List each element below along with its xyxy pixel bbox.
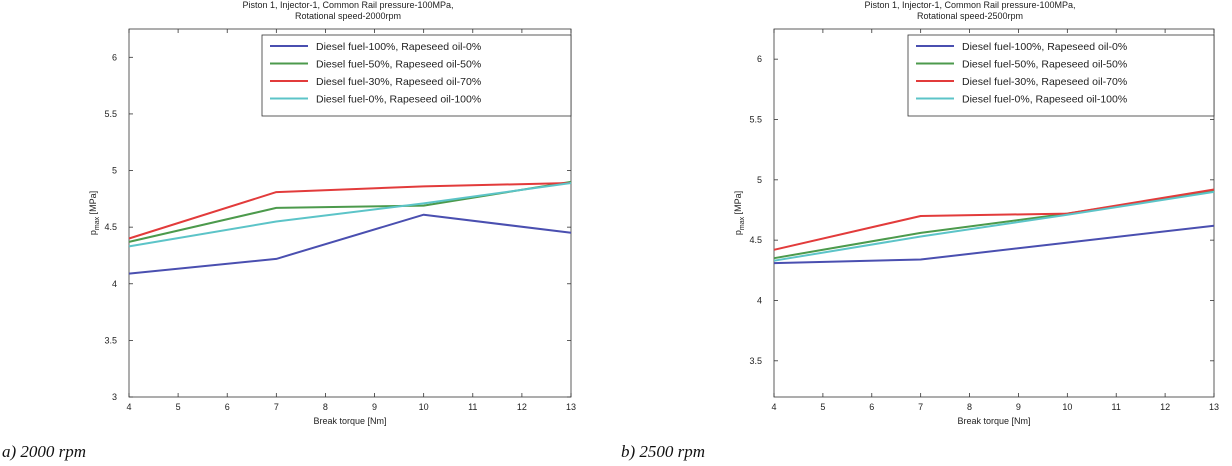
chart1-legend-label: Diesel fuel-100%, Rapeseed oil-0%	[316, 41, 481, 53]
chart1-y-tick-label: 5	[112, 166, 117, 176]
chart1-y-tick-label: 5.5	[104, 109, 117, 119]
chart2-legend-label: Diesel fuel-30%, Rapeseed oil-70%	[962, 76, 1127, 88]
chart2-series-line-4	[773, 190, 1215, 262]
chart2-series-line-3	[773, 188, 1215, 251]
chart1-plot-frame	[128, 28, 572, 398]
chart-2000rpm: Piston 1, Injector-1, Common Rail pressu…	[88, 0, 576, 426]
chart1-legend: Diesel fuel-100%, Rapeseed oil-0% Diesel …	[261, 34, 572, 117]
chart2-legend-box	[907, 34, 1215, 117]
chart1-y-tick-label: 3	[112, 392, 117, 402]
chart1-series-line-3	[128, 182, 572, 240]
chart1-series-line-1	[128, 213, 572, 275]
chart2-title-line: Piston 1, Injector-1, Common Rail pressu…	[864, 0, 1075, 10]
chart2-legend-label: Diesel fuel-0%, Rapeseed oil-100%	[962, 94, 1127, 106]
chart2-legend-label: Diesel fuel-100%, Rapeseed oil-0%	[962, 41, 1127, 53]
chart2-x-tick-label: 7	[918, 402, 923, 412]
chart2-title-line: Rotational speed-2500rpm	[917, 11, 1023, 21]
chart1-y-tick-label: 4	[112, 279, 117, 289]
chart1-legend-label: Diesel fuel-50%, Rapeseed oil-50%	[316, 59, 481, 71]
chart1-x-tick-label: 10	[419, 402, 429, 412]
chart2-y-tick-label: 4	[757, 295, 762, 305]
chart1-x-tick-label: 9	[372, 402, 377, 412]
chart1-x-tick-label: 8	[323, 402, 328, 412]
chart1-y-axis-label: pmax [MPa]	[88, 191, 101, 235]
chart2-x-tick-label: 13	[1209, 402, 1219, 412]
chart2-x-tick-label: 12	[1160, 402, 1170, 412]
chart1-y-tick-label: 3.5	[104, 335, 117, 345]
caption-b: b) 2500 rpm	[621, 442, 706, 461]
chart2-y-tick-label: 6	[757, 54, 762, 64]
chart2-y-tick-label: 4.5	[749, 235, 762, 245]
chart2-y-tick-label: 3.5	[749, 356, 762, 366]
chart-2500rpm: Piston 1, Injector-1, Common Rail pressu…	[733, 0, 1219, 426]
chart2-x-tick-label: 9	[1016, 402, 1021, 412]
chart1-y-tick-label: 6	[112, 52, 117, 62]
caption-a: a) 2000 rpm	[2, 442, 87, 461]
chart1-x-axis-label: Break torque [Nm]	[313, 416, 386, 426]
chart2-x-axis-label: Break torque [Nm]	[957, 416, 1030, 426]
chart1-x-tick-label: 5	[176, 402, 181, 412]
chart2-y-tick-label: 5	[757, 175, 762, 185]
chart1-x-tick-label: 12	[517, 402, 527, 412]
chart2-x-tick-label: 11	[1112, 402, 1121, 412]
chart1-legend-label: Diesel fuel-0%, Rapeseed oil-100%	[316, 94, 481, 106]
chart1-x-tick-label: 13	[566, 402, 576, 412]
chart2-y-axis-label: pmax [MPa]	[733, 191, 746, 235]
chart2-x-tick-label: 8	[967, 402, 972, 412]
chart1-x-tick-label: 6	[225, 402, 230, 412]
chart2-series-line-1	[773, 224, 1215, 265]
chart1-x-tick-label: 7	[274, 402, 279, 412]
chart1-legend-box	[261, 34, 572, 117]
chart2-x-tick-label: 6	[869, 402, 874, 412]
chart2-plot-frame	[773, 28, 1215, 398]
chart1-series-line-4	[128, 182, 572, 248]
chart2-legend-label: Diesel fuel-50%, Rapeseed oil-50%	[962, 59, 1127, 71]
chart2-x-tick-label: 5	[820, 402, 825, 412]
chart1-x-tick-label: 4	[126, 402, 131, 412]
chart2-y-tick-label: 5.5	[749, 114, 762, 124]
chart2-legend: Diesel fuel-100%, Rapeseed oil-0% Diesel …	[907, 34, 1215, 117]
chart1-title-line: Piston 1, Injector-1, Common Rail pressu…	[242, 0, 453, 10]
chart1-y-tick-label: 4.5	[104, 222, 117, 232]
chart2-x-tick-label: 10	[1062, 402, 1072, 412]
chart2-x-tick-label: 4	[771, 402, 776, 412]
chart1-x-tick-label: 11	[468, 402, 477, 412]
chart1-legend-label: Diesel fuel-30%, Rapeseed oil-70%	[316, 76, 481, 88]
chart1-title-line: Rotational speed-2000rpm	[295, 11, 401, 21]
